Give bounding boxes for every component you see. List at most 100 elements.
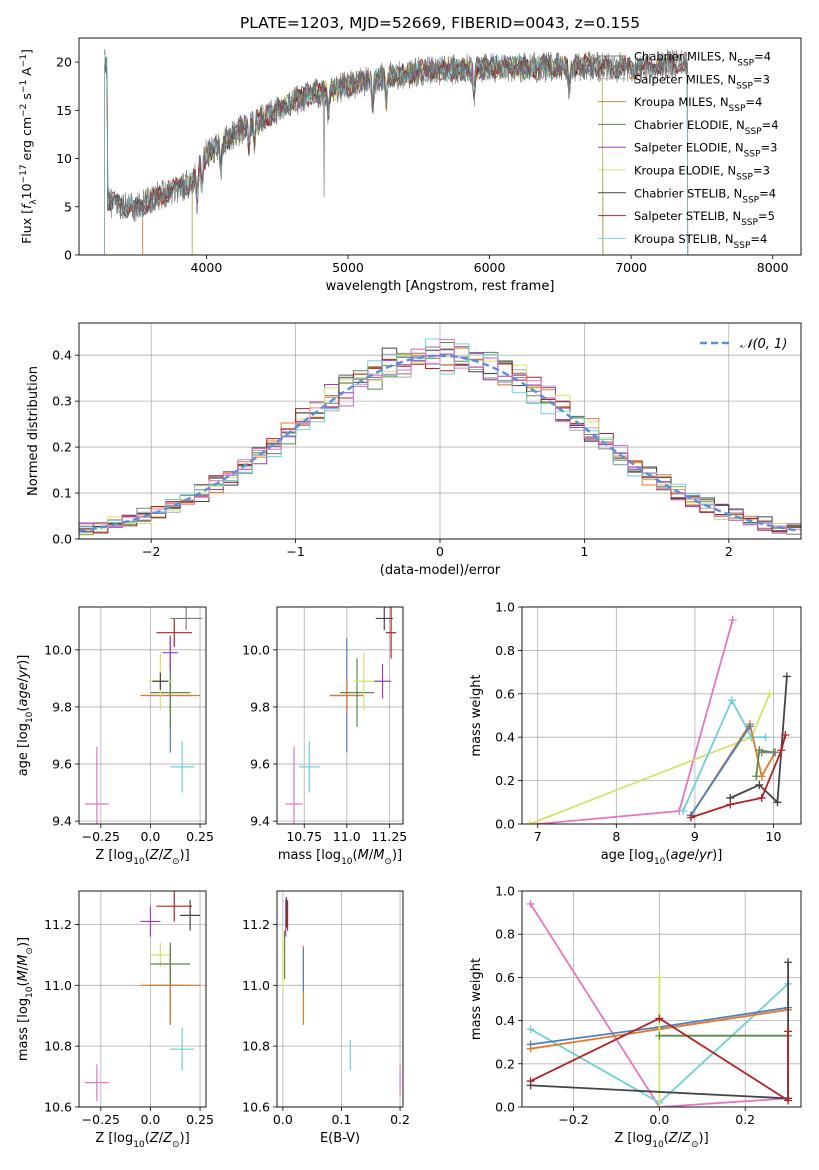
y-tick-label: 1.0 [495,884,515,899]
y-tick-label: 0.0 [495,1100,515,1115]
x-tick-label: 0.0 [140,829,160,844]
y-tick-label: 10.6 [242,1100,270,1115]
y-tick-label: 9.8 [52,699,72,714]
weight-line [729,676,788,805]
weight-marker [777,746,786,755]
y-tick-label: 0.8 [495,643,515,658]
y-tick-label: 15 [56,103,72,118]
x-tick-label: 7 [534,829,542,844]
x-tick-label: 5000 [332,260,364,275]
y-axis-label: mass weight [469,958,484,1040]
x-tick-label: 4000 [191,260,223,275]
weight-marker [782,672,791,681]
axes-frame [521,890,802,1108]
x-tick-label: −0.25 [82,1112,120,1127]
legend-label: Kroupa ELODIE, NSSP=3 [634,164,770,183]
x-axis-label: age [log10(age/yr)] [601,848,723,867]
plot-area [104,48,689,255]
legend-label: 𝒩(0, 1) [740,337,787,352]
y-tick-label: 0.1 [52,486,72,501]
weight-marker [757,748,766,757]
x-axis-label: E(B-V) [320,1131,360,1146]
x-tick-label: 0.25 [186,1112,214,1127]
y-tick-label: 5 [64,199,72,214]
x-tick-label: 6000 [474,260,506,275]
y-tick-label: 0.0 [495,817,515,832]
y-tick-label: 10.0 [44,642,72,657]
x-tick-label: 9 [691,829,699,844]
plot-area [79,338,801,536]
y-tick-label: 0.6 [495,686,515,701]
axes-frame [78,37,802,256]
y-tick-label: 10.0 [242,642,270,657]
weight-marker [726,800,735,809]
x-axis-label: wavelength [Angstrom, rest frame] [326,279,555,294]
residual-histogram [79,339,801,530]
weight-marker [784,958,793,967]
x-axis-label: mass [log10(M/M⊙)] [278,848,402,867]
plot-area [285,607,397,824]
figure-title: PLATE=1203, MJD=52669, FIBERID=0043, z=0… [240,14,640,32]
y-axis-label: Normed distribution [26,366,41,496]
x-tick-label: 0.2 [390,1112,410,1127]
weight-marker [679,806,688,815]
x-tick-label: 7000 [615,260,647,275]
weight-marker [526,899,535,908]
legend-label: Kroupa STELIB, NSSP=4 [634,232,767,251]
axes-frame [276,606,404,825]
y-tick-label: 10.6 [44,1100,72,1115]
x-axis-label: Z [log10(Z/Z⊙)] [614,1131,708,1150]
x-tick-label: 0.1 [332,1112,352,1127]
normal-curve-line [79,354,799,533]
weight-marker [784,1027,793,1036]
y-tick-label: 0 [64,248,72,263]
weight-marker [765,689,774,698]
legend-label: Kroupa MILES, NSSP=4 [634,95,762,114]
y-axis-label: mass [log10(M/M⊙)] [16,937,35,1061]
y-tick-label: 0.6 [495,970,515,985]
x-tick-label: 0.25 [186,829,214,844]
legend-label: Salpeter STELIB, NSSP=5 [634,209,775,228]
x-tick-label: 8 [612,829,620,844]
weight-marker [773,798,782,807]
x-tick-label: 0.2 [735,1112,755,1127]
y-tick-label: 11.0 [44,978,72,993]
x-tick-label: 11.0 [333,829,361,844]
panel-massweight-vs-Z: −0.2 0.0 0.2 0.0 0.2 0.4 0.6 0.8 1.0 Z [log10(Z/Z… [469,884,802,1150]
panel-mass-vs-Z: −0.25 0.0 0.25 10.6 10.8 11.0 11.2 Z [log10(Z/Z… [16,890,214,1150]
weight-marker [655,1103,664,1107]
x-tick-label: 2 [725,544,733,559]
weight-marker [752,772,761,781]
legend-label: Salpeter MILES, NSSP=3 [634,72,770,91]
x-tick-label: −2 [142,544,160,559]
x-axis-label: Z [log10(Z/Z⊙)] [95,848,189,867]
weight-marker [728,616,737,625]
x-tick-label: 0 [436,544,444,559]
y-tick-label: 1.0 [495,600,515,615]
axes-frame [521,606,802,825]
y-tick-label: 10 [56,151,72,166]
y-tick-label: 0.2 [52,440,72,455]
axes-frame [78,890,207,1108]
y-tick-label: 20 [56,55,72,70]
weight-line [682,698,766,812]
weight-line [529,903,789,1107]
y-tick-label: 10.8 [242,1039,270,1054]
y-tick-label: 9.8 [250,699,270,714]
x-tick-label: −1 [286,544,304,559]
weight-marker [525,820,534,824]
weight-line [690,734,787,819]
weight-marker [727,696,736,705]
x-tick-label: 0.0 [273,1112,293,1127]
weight-marker [781,731,790,740]
x-tick-label: 10 [766,829,782,844]
weight-line [530,1017,789,1103]
y-tick-label: 9.6 [250,757,270,772]
weight-marker [655,1014,664,1023]
y-tick-label: 0.4 [495,1013,515,1028]
y-tick-label: 11.2 [44,917,72,932]
x-tick-label: −0.25 [82,829,120,844]
weight-marker [526,1077,535,1086]
weight-marker [761,733,770,742]
